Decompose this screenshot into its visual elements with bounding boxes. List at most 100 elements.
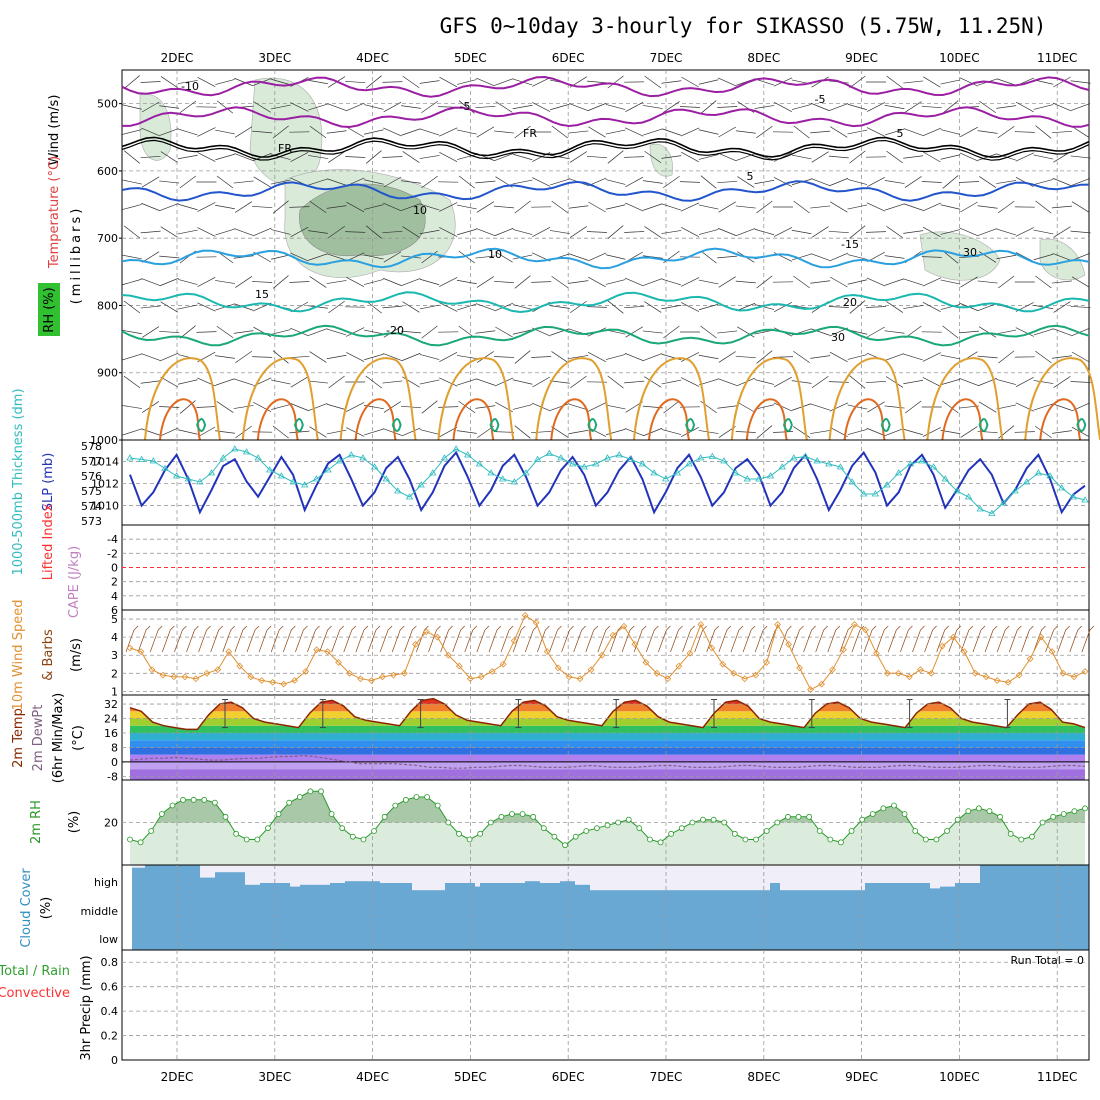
wind-barb [810, 403, 830, 411]
rh-marker [625, 816, 632, 823]
wind-barb [791, 154, 812, 160]
thickness-marker [242, 448, 251, 455]
rh-marker [647, 836, 653, 843]
thickness-marker [522, 469, 530, 476]
dewpoint-contour [489, 418, 500, 432]
wind-barb-flag [484, 625, 490, 631]
wind-barb-flag [496, 625, 502, 631]
rh-marker [434, 802, 441, 809]
wind-speed-marker [949, 633, 957, 641]
wind-barb [289, 281, 310, 283]
wind-barb [588, 201, 606, 213]
temp-tick-label: 0 [111, 756, 118, 769]
rh-marker [349, 833, 356, 840]
wind-barb [605, 104, 626, 110]
wind-speed-marker [675, 662, 683, 670]
date-label-bottom-9dec: 9DEC [845, 1070, 878, 1084]
wind-barb [142, 326, 160, 338]
wind-speed-marker [159, 671, 167, 679]
rh-marker [360, 836, 367, 843]
wind-barb-flag [956, 625, 962, 631]
wind-barb-flag [726, 625, 732, 631]
wind-barb-10m [391, 629, 401, 653]
thickness-marker [324, 466, 332, 473]
wind-panel: 1 2 3 4 5 [111, 609, 1095, 698]
wind-speed-marker [807, 686, 814, 693]
wind-barb-flag [545, 625, 550, 631]
wind-barb [289, 430, 310, 434]
wind-barb [1071, 426, 1090, 438]
cape-contour [535, 357, 613, 441]
wind-barb-flag [738, 625, 744, 631]
wind-barb [717, 330, 738, 334]
top-date-axis: 2DEC 3DEC 4DEC 5DEC 6DEC 7DEC 8DEC 9DEC … [161, 51, 1078, 65]
wind-barb [828, 155, 849, 159]
wind-barb-10m [1081, 629, 1091, 653]
wind-barb [643, 128, 663, 136]
lifted-index-tick-label: -2 [107, 547, 118, 560]
wind-barb [605, 428, 626, 436]
wind-speed-marker [499, 660, 507, 668]
wind-barb [272, 275, 289, 289]
thickness-marker [557, 454, 565, 461]
wind-barb [605, 179, 626, 185]
wind-barb-10m [355, 629, 365, 653]
wind-barb [514, 425, 531, 439]
wind-barb [550, 103, 570, 111]
wind-barb [363, 254, 384, 260]
wind-barb-flag [170, 625, 175, 631]
cape-contour [926, 357, 1004, 441]
wind-barb [568, 103, 588, 111]
wind-barb [160, 301, 178, 313]
dewpoint-contour [196, 418, 207, 432]
contour-label: 5 [897, 127, 904, 140]
wind-barb [493, 431, 515, 433]
wind-barb [942, 175, 959, 189]
wind-barb [512, 179, 533, 185]
wind-barb [791, 380, 812, 384]
wind-barb [160, 76, 178, 88]
wind-barb-10m [416, 629, 425, 653]
wind-barb [177, 80, 198, 84]
rh-marker [402, 796, 409, 803]
wind-barb-10m [1008, 629, 1018, 653]
thickness-marker [510, 478, 519, 485]
wind-barb [754, 404, 775, 410]
wind-barb [1071, 201, 1090, 213]
thickness-marker [743, 475, 751, 482]
cape-contour-inner [256, 398, 299, 441]
wind-barb [252, 356, 273, 358]
contour-label: 5 [747, 170, 754, 183]
wind-barb [419, 379, 440, 385]
wind-barb [624, 202, 644, 212]
wind-barb [1033, 253, 1054, 261]
wind-barb [624, 352, 644, 362]
rh-marker [615, 819, 622, 826]
wind-barb [197, 227, 216, 237]
wind-barb [346, 327, 365, 337]
wind-barb [607, 75, 624, 89]
thickness-marker [883, 481, 891, 488]
wind-barb [698, 204, 719, 210]
cloud-gap [412, 865, 445, 891]
thickness-marker [417, 481, 425, 488]
cloud-gap [955, 865, 980, 883]
wind-barb [419, 278, 440, 286]
rh-marker [689, 819, 696, 826]
wind-barb-10m [633, 629, 643, 653]
wind-barb [1035, 350, 1052, 364]
wind-barb [475, 228, 495, 236]
wind-barb [905, 400, 922, 414]
date-label-top-3dec: 3DEC [258, 51, 291, 65]
wind-barb [234, 228, 254, 236]
wind-barb-10m [464, 629, 474, 653]
thickness-marker [1081, 496, 1089, 503]
rh-marker [158, 811, 165, 817]
celsius-axis-title: (°C) [71, 725, 86, 751]
wind-barb [235, 276, 253, 288]
wind-barb [215, 79, 235, 85]
wind-barb [605, 254, 626, 260]
thickness-marker [650, 469, 658, 476]
wind-barb [1015, 152, 1035, 162]
